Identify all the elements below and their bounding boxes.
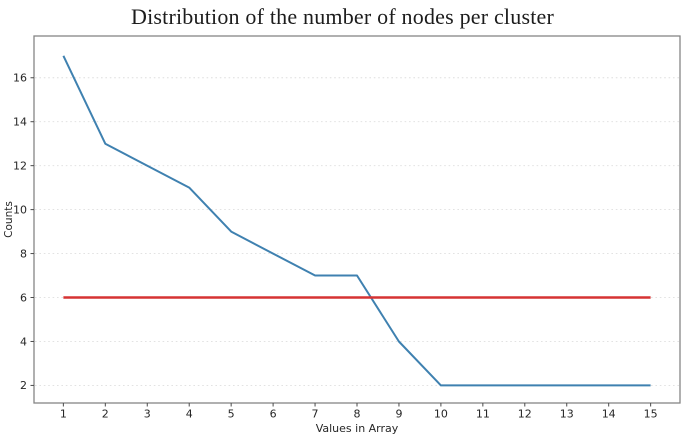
- x-tick-label-12: 12: [518, 408, 532, 421]
- y-axis-label: Counts: [3, 201, 15, 238]
- y-tick-label-14: 14: [13, 116, 27, 129]
- plot-frame: [33, 35, 681, 404]
- y-tick-label-6: 6: [20, 291, 27, 304]
- x-tick-label-9: 9: [395, 408, 402, 421]
- x-tick-label-11: 11: [476, 408, 490, 421]
- x-tick-label-1: 1: [60, 408, 67, 421]
- x-tick-label-15: 15: [644, 408, 658, 421]
- x-tick-label-4: 4: [186, 408, 193, 421]
- y-tick-label-12: 12: [13, 159, 27, 172]
- y-tick-label-16: 16: [13, 72, 27, 85]
- x-tick-label-7: 7: [312, 408, 319, 421]
- y-tick-label-10: 10: [13, 203, 27, 216]
- chart-title: Distribution of the number of nodes per …: [130, 4, 555, 29]
- x-tick-label-6: 6: [270, 408, 277, 421]
- x-tick-label-14: 14: [602, 408, 616, 421]
- x-axis-label: Values in Array: [316, 422, 399, 435]
- y-tick-label-2: 2: [20, 379, 27, 392]
- y-tick-label-8: 8: [20, 247, 27, 260]
- x-tick-label-2: 2: [102, 408, 109, 421]
- y-tick-label-4: 4: [20, 335, 27, 348]
- x-tick-label-3: 3: [144, 408, 151, 421]
- x-tick-label-5: 5: [228, 408, 235, 421]
- x-tick-label-8: 8: [354, 408, 361, 421]
- series-line-node-counts: [62, 55, 651, 387]
- x-tick-label-13: 13: [560, 408, 574, 421]
- x-tick-label-10: 10: [434, 408, 448, 421]
